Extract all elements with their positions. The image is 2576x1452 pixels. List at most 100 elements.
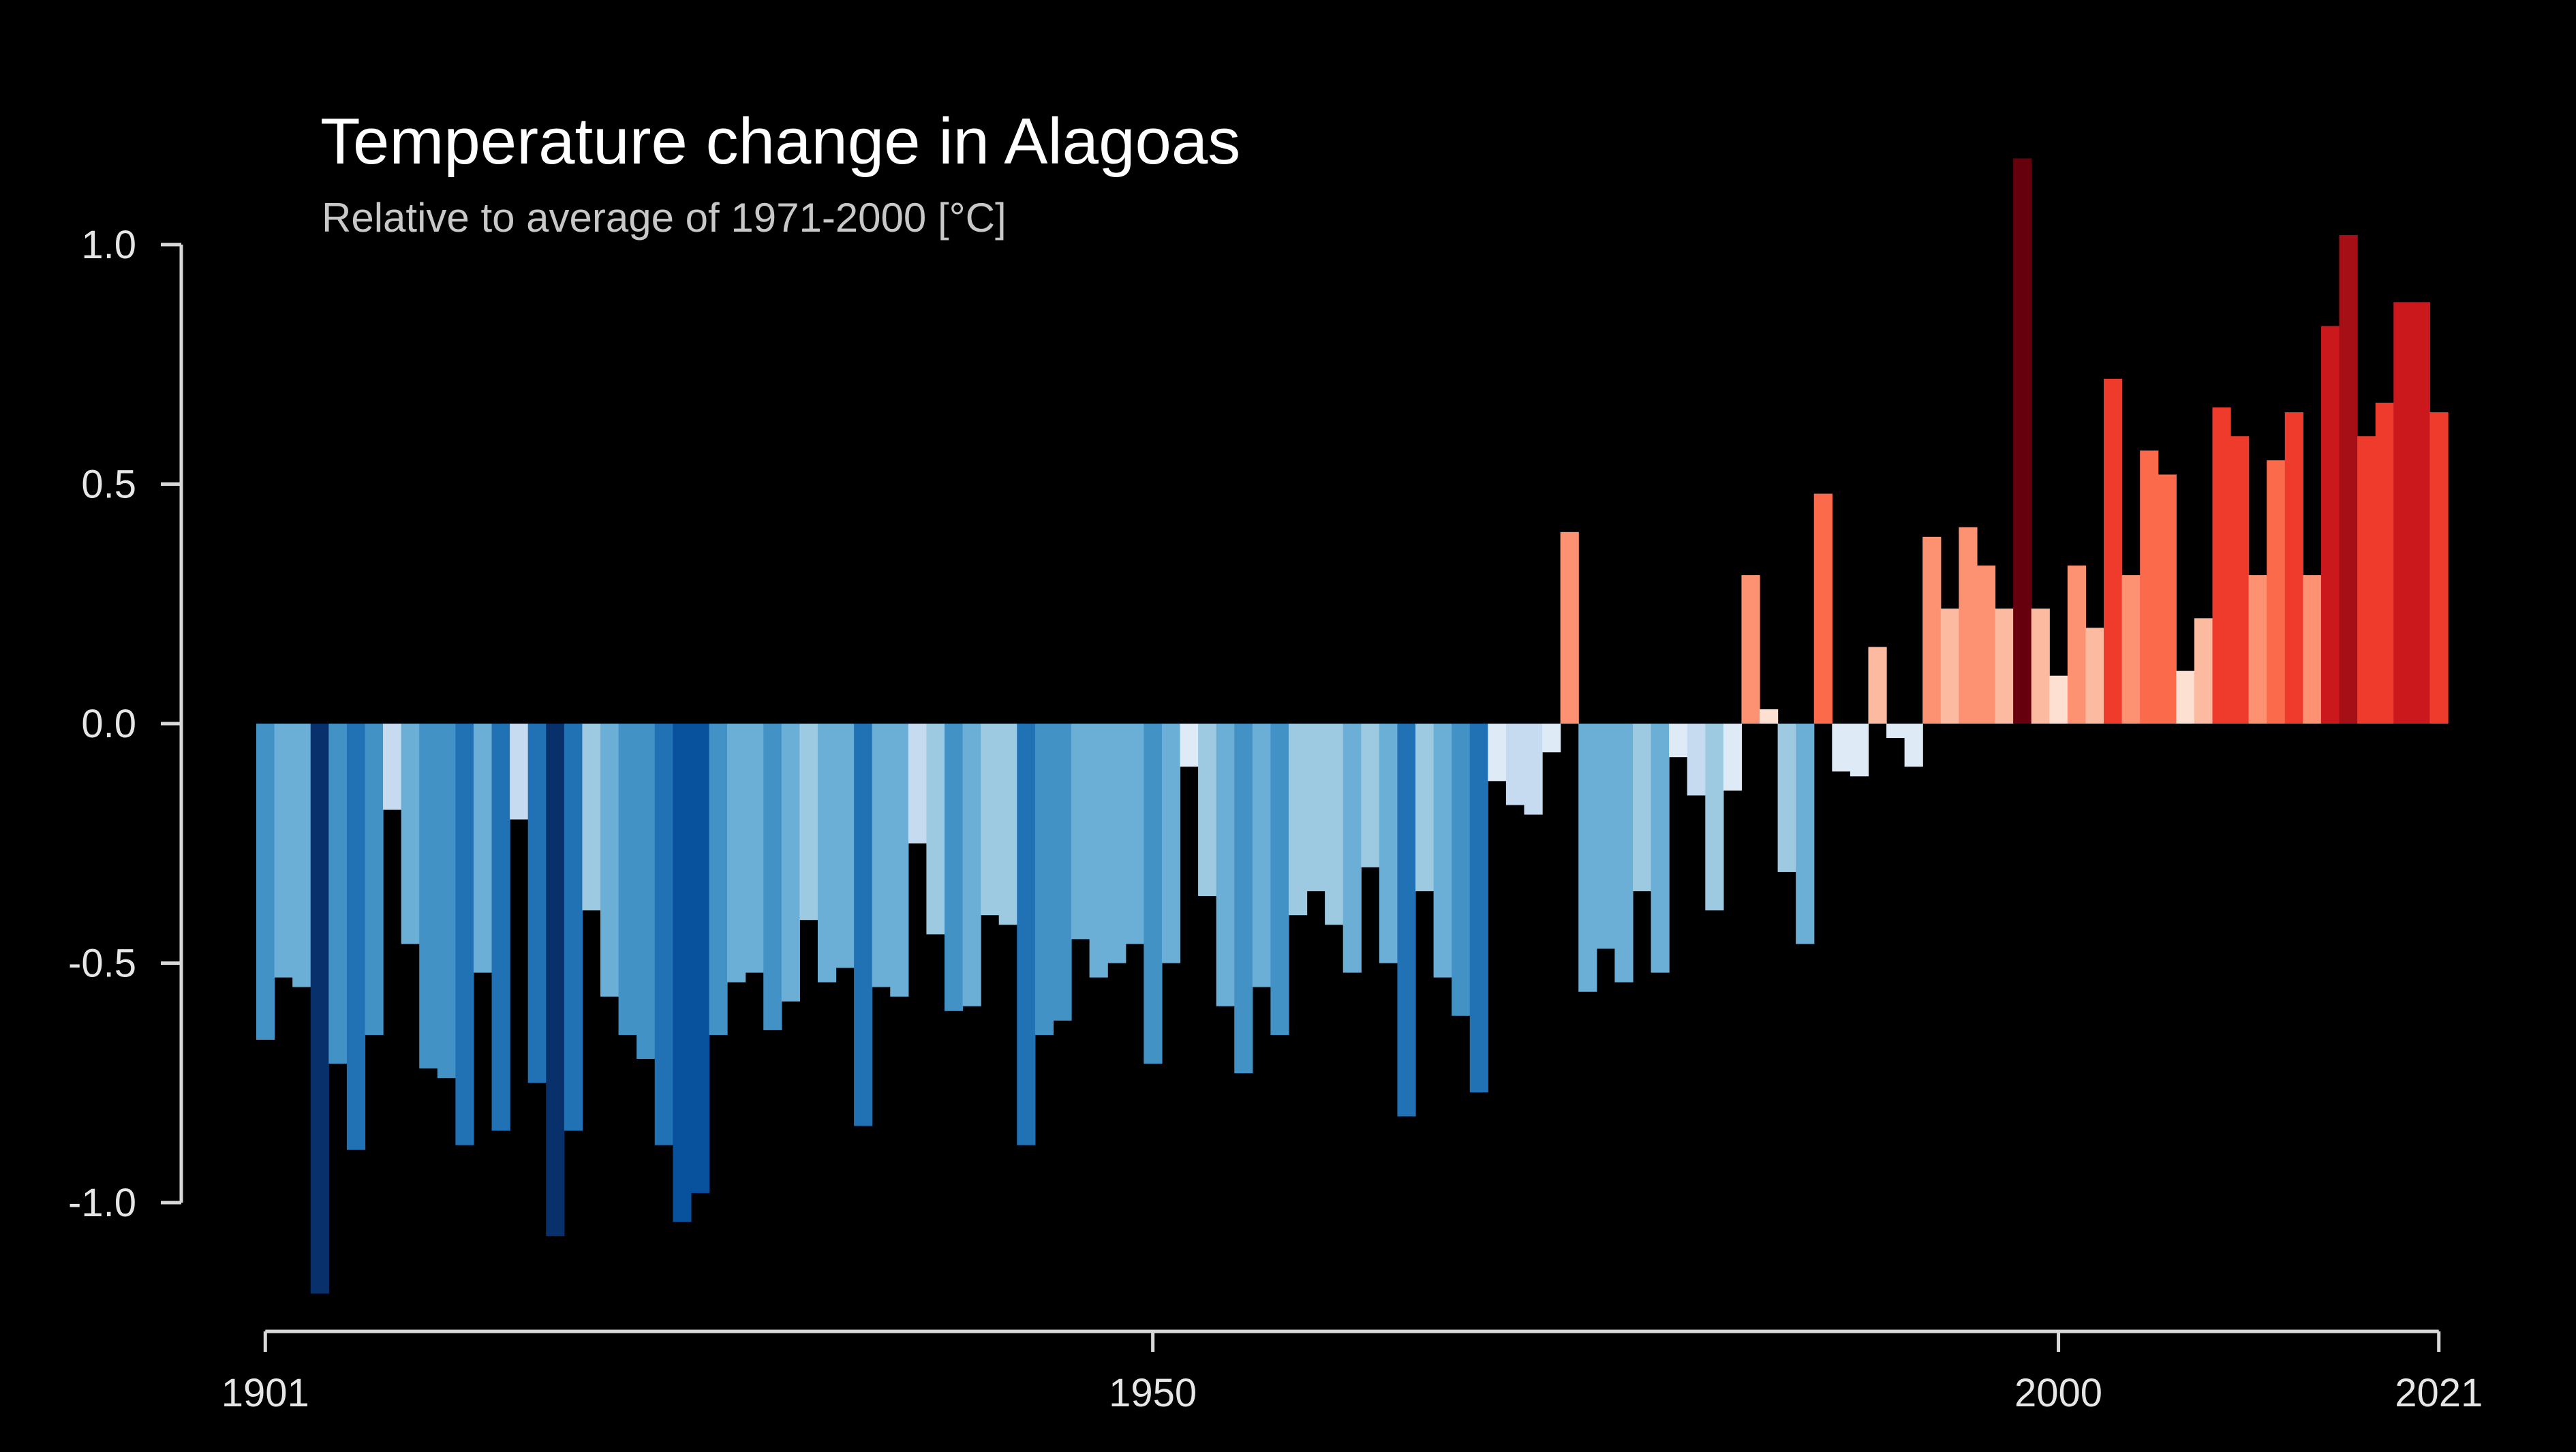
bar-1999 — [2031, 608, 2050, 724]
bar-2017 — [2357, 436, 2376, 724]
bar-1947 — [1089, 724, 1108, 978]
bar-1962 — [1361, 724, 1380, 867]
bar-1955 — [1234, 724, 1253, 1074]
bar-1902 — [274, 724, 293, 978]
bar-2012 — [2267, 460, 2286, 724]
bar-1904 — [310, 724, 329, 1294]
bar-2019 — [2393, 302, 2412, 724]
bar-1905 — [328, 724, 348, 1064]
bar-1922 — [637, 724, 656, 1060]
bar-1923 — [654, 724, 673, 1145]
bar-1942 — [998, 724, 1017, 925]
bar-2004 — [2121, 575, 2141, 724]
bar-1982 — [1723, 724, 1743, 791]
bar-1916 — [527, 724, 547, 1083]
bar-1920 — [600, 724, 619, 997]
bar-1945 — [1053, 724, 1072, 1021]
bar-1930 — [781, 724, 800, 1002]
bar-1998 — [2013, 158, 2032, 724]
bar-1906 — [346, 724, 366, 1150]
bar-1901 — [256, 724, 275, 1040]
bar-1967 — [1452, 724, 1471, 1016]
bar-1968 — [1469, 724, 1488, 1093]
x-axis: 1901 1950 2000 2021 — [221, 1329, 2483, 1415]
bar-1944 — [1034, 724, 1054, 1035]
bar-1925 — [690, 724, 710, 1193]
bar-1932 — [817, 724, 837, 983]
bar-1994 — [1940, 608, 1959, 724]
bar-1948 — [1107, 724, 1126, 963]
bar-1988 — [1832, 724, 1851, 772]
y-axis: 1.0 0.5 0.0 -0.5 -1.0 — [68, 223, 183, 1225]
bar-2001 — [2067, 566, 2087, 724]
bar-1960 — [1325, 724, 1344, 925]
x-tick-label: 2021 — [2395, 1371, 2483, 1415]
bar-1917 — [546, 724, 565, 1237]
bar-1933 — [835, 724, 855, 968]
bar-2006 — [2158, 474, 2177, 724]
bar-1987 — [1813, 493, 1833, 724]
bar-1991 — [1886, 724, 1905, 739]
bar-1963 — [1379, 724, 1398, 963]
bar-1921 — [618, 724, 637, 1035]
bar-1909 — [401, 724, 420, 944]
bar-1952 — [1180, 724, 1199, 767]
bar-2021 — [2429, 412, 2449, 724]
bar-1954 — [1216, 724, 1235, 1006]
bar-2015 — [2320, 326, 2340, 724]
bar-1928 — [745, 724, 764, 973]
bar-1910 — [419, 724, 438, 1069]
bar-1981 — [1705, 724, 1724, 911]
bar-1938 — [926, 724, 945, 935]
bar-1958 — [1288, 724, 1308, 916]
bar-1969 — [1488, 724, 1507, 782]
bar-1989 — [1850, 724, 1869, 777]
bar-2011 — [2248, 575, 2267, 724]
bar-2016 — [2339, 234, 2358, 724]
bar-1978 — [1651, 724, 1670, 973]
bar-1985 — [1777, 724, 1796, 872]
bar-1966 — [1433, 724, 1452, 978]
bar-1986 — [1796, 724, 1815, 944]
bar-1953 — [1198, 724, 1217, 897]
x-tick-label: 1950 — [1109, 1371, 1197, 1415]
bar-1927 — [727, 724, 746, 983]
bar-1915 — [510, 724, 529, 820]
bar-1941 — [981, 724, 1000, 916]
bar-1970 — [1505, 724, 1525, 805]
bar-1939 — [944, 724, 964, 1011]
bar-1965 — [1415, 724, 1435, 892]
bar-1919 — [582, 724, 601, 911]
bar-1993 — [1922, 536, 1942, 724]
bar-1959 — [1306, 724, 1325, 892]
bar-1979 — [1669, 724, 1688, 758]
bar-1926 — [709, 724, 728, 1035]
bar-1980 — [1687, 724, 1706, 796]
bar-1973 — [1560, 531, 1579, 724]
bar-2009 — [2212, 407, 2231, 724]
x-tick-label: 1901 — [221, 1371, 309, 1415]
bar-2000 — [2049, 675, 2068, 724]
bar-1943 — [1017, 724, 1036, 1145]
bar-1976 — [1614, 724, 1634, 983]
bar-2002 — [2085, 628, 2104, 724]
bar-2005 — [2140, 450, 2159, 724]
bar-1911 — [437, 724, 456, 1079]
bar-1975 — [1596, 724, 1615, 949]
y-tick-label: 0.0 — [81, 702, 136, 746]
y-tick-label: -1.0 — [68, 1181, 136, 1225]
bar-1908 — [383, 724, 402, 810]
bar-1990 — [1868, 647, 1887, 724]
bar-1934 — [854, 724, 873, 1126]
bar-1912 — [455, 724, 474, 1145]
y-tick-label: 0.5 — [81, 463, 136, 507]
bar-1961 — [1343, 724, 1362, 973]
bar-2014 — [2303, 575, 2322, 724]
bar-1918 — [564, 724, 583, 1131]
bar-1936 — [890, 724, 909, 997]
bar-2013 — [2284, 412, 2303, 724]
bar-1931 — [799, 724, 818, 921]
bar-1972 — [1542, 724, 1561, 753]
